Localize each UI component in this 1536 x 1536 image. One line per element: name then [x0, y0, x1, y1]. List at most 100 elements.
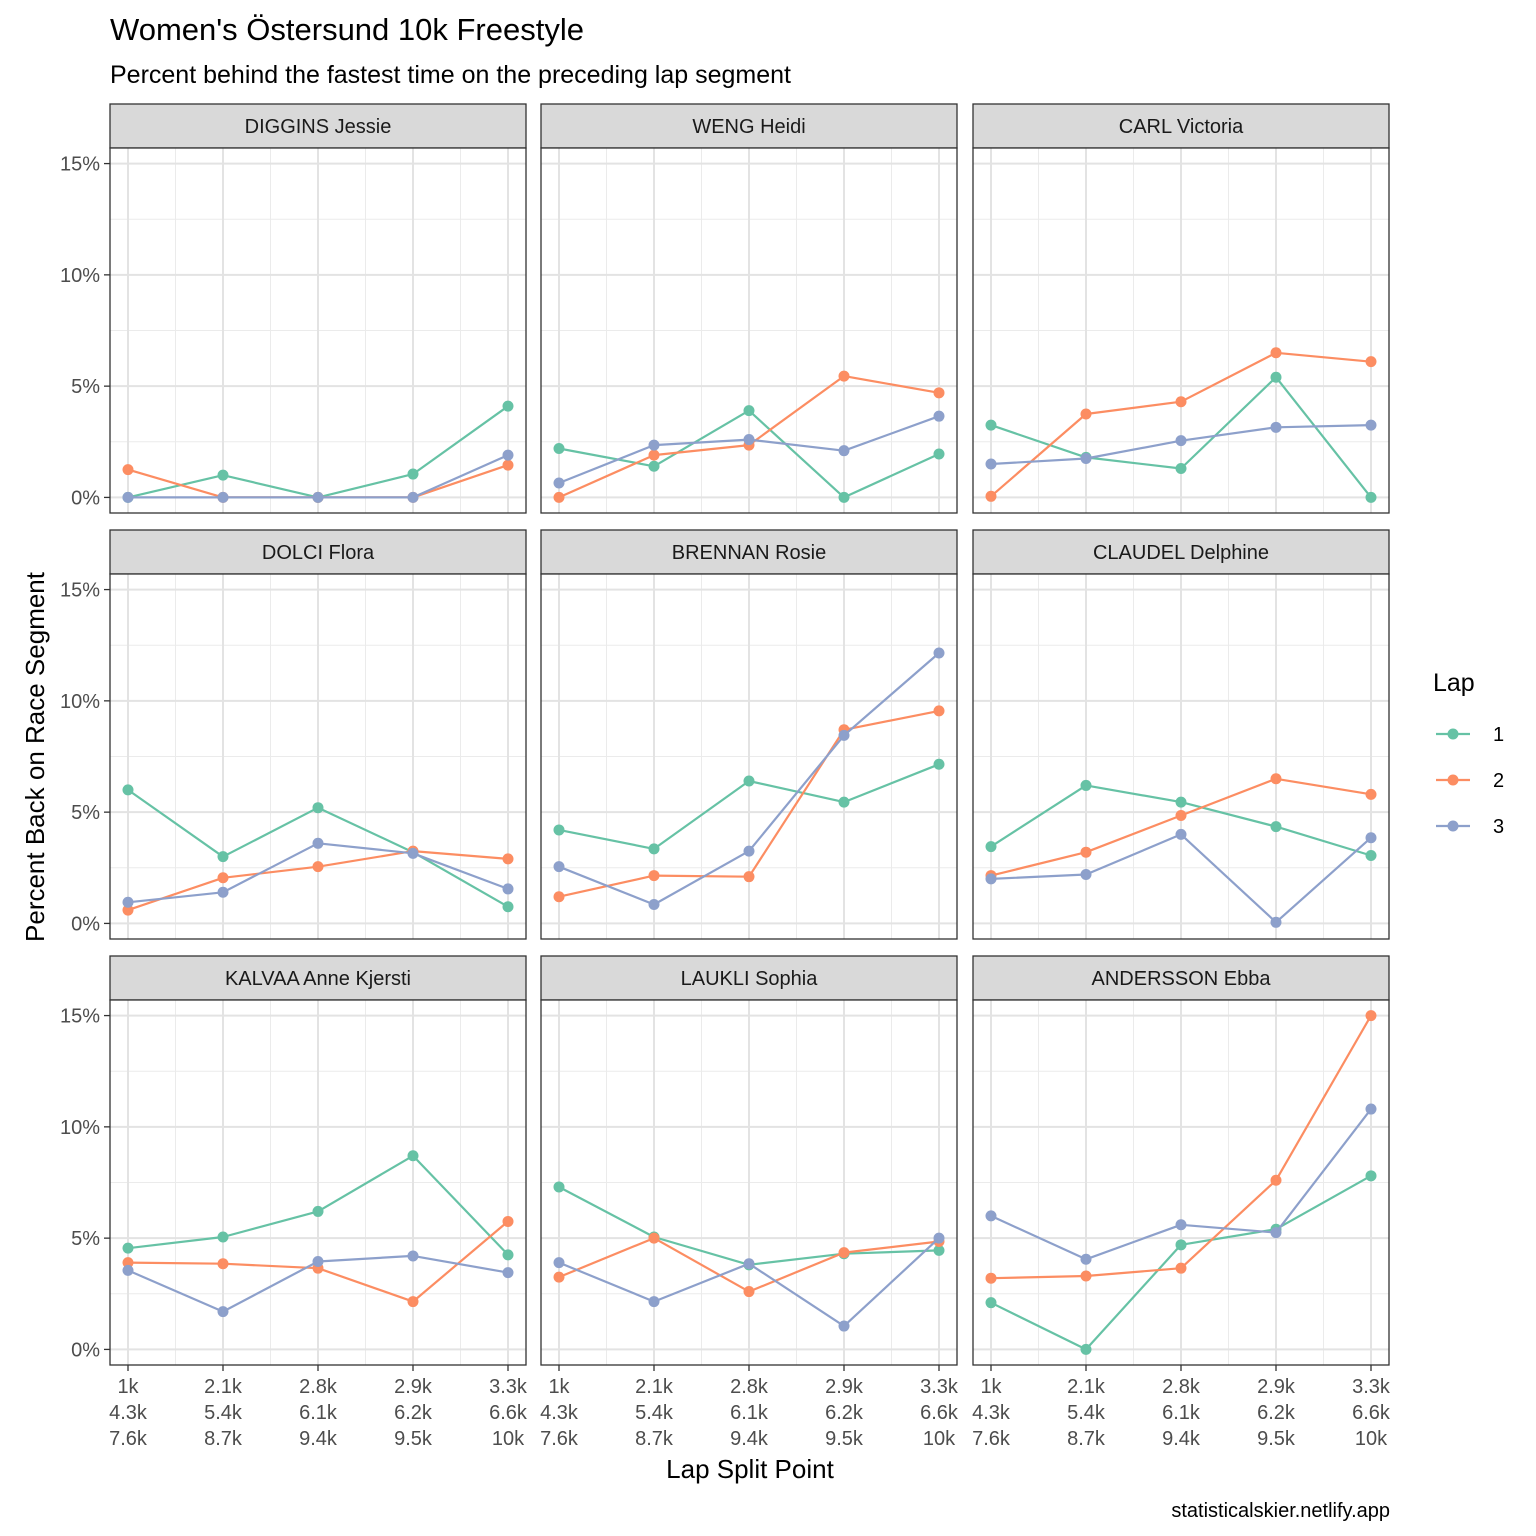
data-point-lap-1: [743, 775, 755, 787]
data-point-lap-2: [1270, 1174, 1282, 1186]
y-tick-label: 0%: [71, 487, 100, 509]
data-point-lap-3: [312, 1256, 324, 1268]
x-tick-label: 6.2k: [1257, 1402, 1296, 1424]
panel-border: [972, 573, 1390, 940]
x-tick-label: 2.9k: [394, 1376, 433, 1398]
panel-border: [972, 147, 1390, 514]
x-tick-label: 6.6k: [1352, 1402, 1391, 1424]
data-point-lap-3: [122, 1264, 134, 1276]
x-axis-title: Lap Split Point: [666, 1454, 834, 1484]
facet-panel: CARL Victoria: [972, 103, 1390, 514]
data-point-lap-1: [122, 784, 134, 796]
data-point-lap-1: [1270, 371, 1282, 383]
data-point-lap-2: [743, 1286, 755, 1298]
x-tick-label: 4.3k: [109, 1402, 148, 1424]
x-tick-label: 6.6k: [920, 1402, 959, 1424]
data-point-lap-3: [1365, 1103, 1377, 1115]
data-point-lap-3: [743, 434, 755, 446]
facet-strip: [109, 955, 527, 1001]
legend-key-point: [1447, 728, 1459, 740]
data-point-lap-2: [122, 904, 134, 916]
x-tick-label: 10k: [923, 1428, 956, 1450]
data-point-lap-2: [407, 1296, 419, 1308]
data-point-lap-3: [1175, 1219, 1187, 1231]
y-tick-label: 10%: [60, 265, 100, 287]
facet-panel: LAUKLI Sophia 1k 4.3k 7.6k 2.1k 5.4k 8.7k 2.8k 6…: [540, 955, 959, 1450]
y-tick-label: 0%: [71, 913, 100, 935]
x-tick-label: 9.4k: [299, 1428, 338, 1450]
facet-strip-label: CLAUDEL Delphine: [1093, 542, 1269, 564]
y-tick-label: 15%: [60, 154, 100, 176]
data-point-lap-1: [838, 796, 850, 808]
y-tick-label: 5%: [71, 802, 100, 824]
data-point-lap-3: [312, 837, 324, 849]
data-point-lap-2: [838, 370, 850, 382]
x-tick-label: 2.8k: [299, 1376, 338, 1398]
x-tick-label: 10k: [1355, 1428, 1388, 1450]
x-tick-label: 6.1k: [730, 1402, 769, 1424]
data-point-lap-2: [553, 491, 565, 503]
facet-strip-label: DIGGINS Jessie: [245, 116, 392, 138]
x-tick-label: 2.9k: [1257, 1376, 1296, 1398]
data-point-lap-2: [1175, 1262, 1187, 1274]
data-point-lap-3: [838, 729, 850, 741]
data-point-lap-1: [1080, 1343, 1092, 1355]
data-point-lap-3: [838, 1320, 850, 1332]
x-tick-label: 6.1k: [299, 1402, 338, 1424]
data-point-lap-1: [1365, 491, 1377, 503]
data-point-lap-3: [648, 439, 660, 451]
facet-panel: CLAUDEL Delphine: [972, 529, 1390, 940]
x-tick-label: 4.3k: [540, 1402, 579, 1424]
data-point-lap-2: [743, 871, 755, 883]
x-tick-label: 5.4k: [635, 1402, 674, 1424]
facet-panel: WENG Heidi: [540, 103, 958, 514]
data-point-lap-3: [743, 845, 755, 857]
data-point-lap-1: [1365, 1170, 1377, 1182]
panel-border: [540, 147, 958, 514]
data-point-lap-1: [312, 1205, 324, 1217]
x-tick-label: 9.5k: [394, 1428, 433, 1450]
panel-border: [540, 573, 958, 940]
data-point-lap-3: [985, 873, 997, 885]
data-point-lap-1: [553, 824, 565, 836]
data-point-lap-3: [407, 1250, 419, 1262]
data-point-lap-2: [648, 1232, 660, 1244]
data-point-lap-2: [1175, 809, 1187, 821]
legend-key-point: [1447, 774, 1459, 786]
data-point-lap-1: [1270, 821, 1282, 833]
data-point-lap-1: [553, 442, 565, 454]
data-point-lap-3: [502, 883, 514, 895]
data-point-lap-3: [407, 847, 419, 859]
data-point-lap-2: [122, 464, 134, 476]
data-point-lap-1: [985, 419, 997, 431]
data-point-lap-3: [553, 477, 565, 489]
facet-panel: DOLCI Flora 0% 5% 10% 15%: [60, 529, 527, 940]
facet-strip: [540, 955, 958, 1001]
data-point-lap-3: [648, 1296, 660, 1308]
data-point-lap-1: [743, 405, 755, 417]
x-tick-label: 6.6k: [489, 1402, 528, 1424]
legend-label: 1: [1493, 724, 1504, 746]
data-point-lap-2: [1365, 788, 1377, 800]
legend: Lap 1 2 3: [1433, 669, 1504, 838]
data-point-lap-1: [648, 460, 660, 472]
x-tick-label: 5.4k: [204, 1402, 243, 1424]
facet-strip-label: KALVAA Anne Kjersti: [225, 968, 411, 990]
data-point-lap-3: [502, 449, 514, 461]
x-tick-label: 1k: [980, 1376, 1002, 1398]
data-point-lap-3: [1270, 916, 1282, 928]
data-point-lap-3: [1175, 435, 1187, 447]
data-point-lap-3: [122, 896, 134, 908]
data-point-lap-1: [502, 1249, 514, 1261]
data-point-lap-2: [312, 861, 324, 873]
x-tick-label: 2.8k: [730, 1376, 769, 1398]
x-tick-label: 1k: [548, 1376, 570, 1398]
data-point-lap-2: [553, 1271, 565, 1283]
facet-panels: DIGGINS Jessie 0% 5% 10% 15% WENG Heidi CARL V…: [60, 103, 1391, 1450]
y-tick-label: 5%: [71, 1228, 100, 1250]
caption: statisticalskier.netlify.app: [1171, 1500, 1390, 1522]
data-point-lap-2: [1080, 846, 1092, 858]
data-point-lap-1: [1175, 462, 1187, 474]
legend-title: Lap: [1433, 669, 1475, 697]
data-point-lap-3: [838, 445, 850, 457]
